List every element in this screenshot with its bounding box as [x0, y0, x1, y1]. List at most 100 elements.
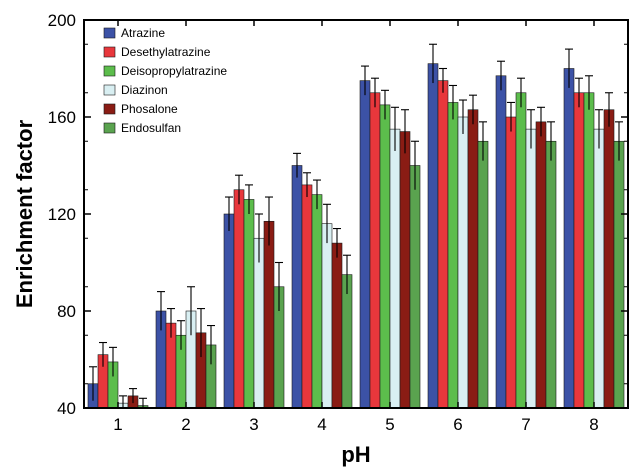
bar-deisopropylatrazine-ph-7: [515, 92, 527, 409]
error-bar-diazinon-ph-2: [187, 286, 195, 336]
x-tick-label-ph-6: 6: [453, 415, 462, 434]
legend-label: Atrazine: [121, 26, 165, 40]
legend-swatch: [103, 46, 116, 58]
error-bar-desethylatrazine-ph-3: [235, 174, 243, 205]
y-tick-label: 200: [48, 11, 76, 30]
error-bar-desethylatrazine-ph-5: [371, 77, 379, 108]
bar-diazinon-ph-3: [253, 237, 265, 409]
bar-phosalone-ph-3: [263, 220, 275, 409]
error-bar-phosalone-ph-6: [469, 94, 477, 125]
x-tick-label-ph-8: 8: [589, 415, 598, 434]
error-bar-diazinon-ph-3: [255, 213, 263, 263]
bar-phosalone-ph-4: [331, 242, 343, 409]
y-tick-label: 160: [48, 108, 76, 127]
error-bar-phosalone-ph-4: [333, 228, 341, 258]
error-bar-atrazine-ph-3: [225, 196, 233, 231]
bar-diazinon-ph-7: [525, 128, 537, 409]
bar-atrazine-ph-5: [359, 80, 371, 409]
legend-label: Endosulfan: [121, 121, 181, 135]
error-bar-desethylatrazine-ph-6: [439, 67, 447, 93]
error-bar-endosulfan-ph-5: [411, 140, 419, 190]
bar-diazinon-ph-6: [457, 116, 469, 409]
bar-deisopropylatrazine-ph-3: [243, 199, 255, 409]
bar-atrazine-ph-7: [495, 75, 507, 409]
error-bar-phosalone-ph-3: [265, 196, 273, 246]
legend-swatch: [103, 27, 116, 39]
x-tick-label-ph-7: 7: [521, 415, 530, 434]
bar-desethylatrazine-ph-4: [301, 184, 313, 409]
error-bar-deisopropylatrazine-ph-1: [109, 346, 117, 377]
legend-label: Deisopropylatrazine: [121, 64, 227, 78]
bar-endosulfan-ph-5: [409, 165, 421, 409]
error-bar-phosalone-ph-1: [129, 388, 137, 404]
error-bar-deisopropylatrazine-ph-5: [381, 89, 389, 120]
error-bar-atrazine-ph-6: [429, 43, 437, 84]
error-bar-endosulfan-ph-8: [615, 121, 623, 161]
error-bar-atrazine-ph-5: [361, 65, 369, 96]
bar-atrazine-ph-8: [563, 68, 575, 409]
bar-diazinon-ph-8: [593, 128, 605, 409]
error-bar-diazinon-ph-4: [323, 203, 331, 244]
error-bar-atrazine-ph-4: [293, 152, 301, 178]
legend-label: Phosalone: [121, 102, 178, 116]
bar-desethylatrazine-ph-8: [573, 92, 585, 409]
bar-desethylatrazine-ph-7: [505, 116, 517, 409]
y-tick-label: 120: [48, 205, 76, 224]
legend: Atrazine Desethylatrazine Deisopropylatraz…: [103, 26, 227, 135]
bar-diazinon-ph-5: [389, 128, 401, 409]
y-axis: 40 80 120 160 200: [48, 11, 628, 418]
bar-endosulfan-ph-8: [613, 140, 625, 409]
error-bar-atrazine-ph-7: [497, 60, 505, 91]
x-tick-label-ph-1: 1: [113, 415, 122, 434]
error-bar-phosalone-ph-5: [401, 109, 409, 154]
error-bar-deisopropylatrazine-ph-2: [177, 320, 185, 350]
error-bar-deisopropylatrazine-ph-8: [585, 75, 593, 110]
legend-label: Diazinon: [121, 83, 168, 97]
bar-deisopropylatrazine-ph-6: [447, 102, 459, 409]
legend-item-desethylatrazine: Desethylatrazine: [103, 45, 211, 59]
error-bar-desethylatrazine-ph-8: [575, 77, 583, 108]
bar-endosulfan-ph-6: [477, 140, 489, 409]
error-bar-diazinon-ph-1: [119, 395, 127, 408]
legend-item-diazinon: Diazinon: [103, 83, 168, 97]
error-bar-endosulfan-ph-7: [547, 121, 555, 161]
error-bar-desethylatrazine-ph-2: [167, 308, 175, 338]
bar-desethylatrazine-ph-6: [437, 80, 449, 409]
bar-deisopropylatrazine-ph-5: [379, 104, 391, 409]
error-bar-atrazine-ph-2: [157, 291, 165, 331]
legend-label: Desethylatrazine: [121, 45, 211, 59]
legend-swatch: [103, 122, 116, 134]
legend-item-deisopropylatrazine: Deisopropylatrazine: [103, 64, 227, 78]
error-bar-phosalone-ph-2: [197, 308, 205, 358]
error-bar-diazinon-ph-6: [459, 99, 467, 134]
error-bar-endosulfan-ph-2: [207, 324, 215, 365]
bar-atrazine-ph-4: [291, 165, 303, 409]
y-tick-label: 80: [57, 302, 76, 321]
bar-phosalone-ph-6: [467, 109, 479, 409]
bar-atrazine-ph-6: [427, 63, 439, 409]
bar-desethylatrazine-ph-3: [233, 189, 245, 409]
error-bar-deisopropylatrazine-ph-6: [449, 84, 457, 120]
error-bar-deisopropylatrazine-ph-3: [245, 184, 253, 214]
error-bar-atrazine-ph-1: [89, 366, 97, 401]
error-bar-phosalone-ph-7: [537, 106, 545, 137]
bar-desethylatrazine-ph-5: [369, 92, 381, 409]
error-bar-endosulfan-ph-1: [139, 397, 147, 408]
x-axis: 1 2 3 4 5 6 7 8: [113, 20, 599, 434]
bar-endosulfan-ph-4: [341, 274, 353, 409]
error-bar-diazinon-ph-8: [595, 109, 603, 149]
x-tick-label-ph-4: 4: [317, 415, 326, 434]
error-bar-diazinon-ph-5: [391, 106, 399, 151]
legend-item-endosulfan: Endosulfan: [103, 121, 181, 135]
bar-diazinon-ph-4: [321, 223, 333, 409]
bar-phosalone-ph-8: [603, 109, 615, 409]
y-axis-title: Enrichment factor: [12, 119, 37, 308]
error-bar-desethylatrazine-ph-7: [507, 101, 515, 132]
legend-swatch: [103, 103, 116, 115]
error-bar-diazinon-ph-7: [527, 109, 535, 149]
bar-atrazine-ph-3: [223, 213, 235, 409]
error-bar-endosulfan-ph-4: [343, 254, 351, 295]
error-bar-deisopropylatrazine-ph-4: [313, 179, 321, 210]
legend-item-atrazine: Atrazine: [103, 26, 165, 40]
